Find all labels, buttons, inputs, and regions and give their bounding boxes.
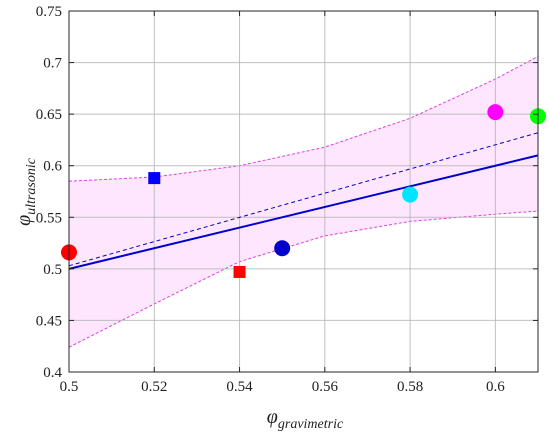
y-tick-label: 0.7 [43, 56, 62, 72]
x-tick-label: 0.52 [141, 379, 167, 395]
y-tick-label: 0.5 [43, 262, 62, 278]
y-tick-label: 0.75 [36, 4, 62, 20]
data-point-square [233, 265, 246, 278]
y-tick-label: 0.6 [43, 159, 62, 175]
identity-line [68, 154, 539, 270]
x-axis-ticks: 0.5 0.52 0.54 0.56 0.58 0.6 [60, 11, 505, 395]
y-axis-label-symbol: φ [13, 215, 35, 226]
x-axis-label-symbol: φ [267, 406, 278, 428]
x-axis-label-subscript: gravimetric [278, 417, 344, 432]
y-axis-label-subscript: ultrasonic [24, 157, 39, 215]
data-point-circle [274, 240, 291, 257]
data-point-circle [402, 186, 419, 203]
data-point-square [148, 172, 161, 185]
x-axis-label: φgravimetric [267, 406, 344, 432]
x-tick-label: 0.6 [486, 379, 505, 395]
grid-layer [68, 10, 538, 373]
y-tick-label: 0.4 [43, 365, 62, 381]
y-axis-label: φultrasonic [13, 157, 39, 226]
confidence-band [69, 56, 538, 348]
x-tick-label: 0.58 [397, 379, 423, 395]
x-tick-label: 0.54 [226, 379, 253, 395]
fit-line-dashed [68, 132, 539, 267]
y-tick-label: 0.45 [36, 313, 62, 329]
x-tick-label: 0.56 [312, 379, 339, 395]
y-tick-label: 0.65 [36, 107, 62, 123]
x-tick-label: 0.5 [60, 379, 79, 395]
y-tick-label: 0.55 [36, 210, 62, 226]
y-axis-ticks: 0.4 0.45 0.5 0.55 0.6 0.65 0.7 0.75 [36, 4, 538, 381]
plot-frame [68, 10, 539, 373]
data-points-layer [61, 104, 546, 278]
data-point-circle [487, 104, 504, 121]
line-layer [68, 132, 539, 270]
